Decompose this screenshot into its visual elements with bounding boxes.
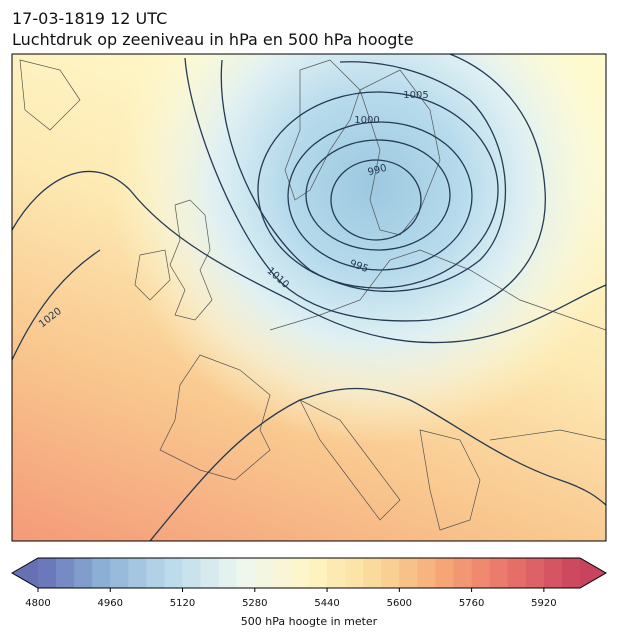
colorbar-segment (507, 558, 527, 588)
colorbar-segment (74, 558, 93, 588)
colorbar-extend-high (580, 558, 606, 588)
colorbar-tick-label: 5440 (314, 598, 339, 609)
colorbar-segment (92, 558, 111, 588)
colorbar-segment (453, 558, 473, 588)
colorbar-segment (309, 558, 328, 588)
colorbar-segment (146, 558, 165, 588)
colorbar-tick-label: 5600 (387, 598, 412, 609)
contour-label: 1005 (403, 90, 428, 101)
colorbar-tick-label: 4960 (98, 598, 123, 609)
colorbar-segment (489, 558, 509, 588)
colorbar-tick-label: 5280 (242, 598, 267, 609)
colorbar-extend-low (12, 558, 38, 588)
colorbar-segment (543, 558, 563, 588)
colorbar-segment (164, 558, 184, 588)
colorbar-segment (56, 558, 75, 588)
colorbar-segment (417, 558, 436, 588)
colorbar-segment (200, 558, 220, 588)
title: Luchtdruk op zeeniveau in hPa en 500 hPa… (12, 30, 414, 49)
colorbar-segment (128, 558, 147, 588)
colorbar-tick-label: 4800 (25, 598, 50, 609)
colorbar-segment (110, 558, 129, 588)
map: 1020 1010 1005 1000 990 995 (12, 54, 606, 541)
colorbar-segment (435, 558, 455, 588)
colorbar-tick-label: 5120 (170, 598, 195, 609)
colorbar-segment (381, 558, 400, 588)
colorbar-segment (254, 558, 274, 588)
colorbar-segment (345, 558, 364, 588)
colorbar-label: 500 hPa hoogte in meter (241, 615, 378, 628)
colorbar-tick-label: 5760 (459, 598, 484, 609)
colorbar-segment (363, 558, 382, 588)
colorbar-tick-label: 5920 (531, 598, 556, 609)
colorbar-segment (218, 558, 238, 588)
low-field (12, 54, 606, 541)
colorbar-segment (561, 558, 581, 588)
coastlines (19, 59, 606, 531)
map-frame (11, 53, 607, 542)
colorbar: 4800 4960 5120 5280 5440 5600 5760 5920 (10, 557, 608, 609)
contour-label: 1000 (354, 115, 379, 126)
colorbar-segment (471, 558, 491, 588)
colorbar-segment (38, 558, 57, 588)
contour-label: 990 (367, 163, 388, 179)
colorbar-segment (236, 558, 256, 588)
colorbar-segment (399, 558, 418, 588)
colorbar-segment (327, 558, 346, 588)
colorbar-segment (290, 558, 310, 588)
colorbar-segment (272, 558, 292, 588)
colorbar-segment (182, 558, 202, 588)
isobars (12, 54, 606, 541)
date: 17-03-1819 12 UTC (12, 9, 167, 28)
colorbar-segment (525, 558, 545, 588)
